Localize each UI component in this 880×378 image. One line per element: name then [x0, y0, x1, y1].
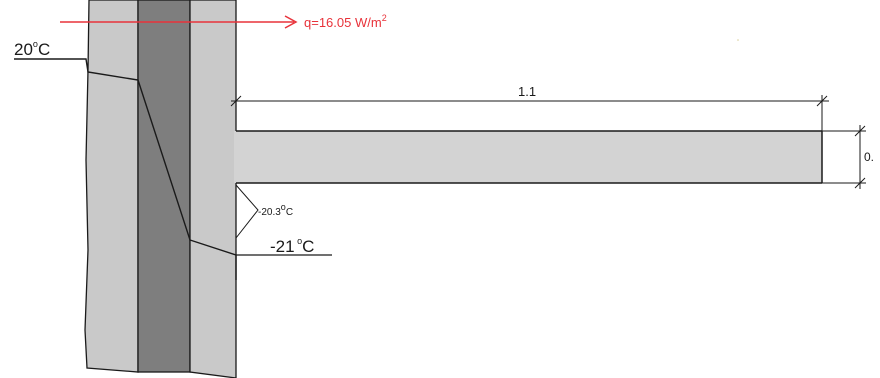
balcony-slab [234, 130, 823, 184]
inside-temperature-label: 20oC [14, 39, 50, 59]
corner-temperature-leader [235, 184, 259, 239]
wall-inner-layer [84, 0, 139, 373]
dimension-thickness: 0. [822, 125, 874, 189]
wall-outer-layer [189, 0, 237, 378]
speck [737, 39, 739, 41]
wall-insulation-layer [137, 0, 191, 373]
length-label: 1.1 [518, 84, 536, 99]
dimension-length: 1.1 [230, 84, 829, 131]
outside-temperature-label: -21 oC [270, 236, 314, 256]
heat-flux-label: q=16.05 W/m2 [304, 13, 387, 30]
wall [84, 0, 237, 378]
balcony-slab-body [234, 131, 822, 183]
thickness-label: 0. [864, 150, 874, 164]
corner-temperature-label: -20.3oC [258, 202, 293, 218]
heat-flux-arrow [60, 15, 298, 29]
